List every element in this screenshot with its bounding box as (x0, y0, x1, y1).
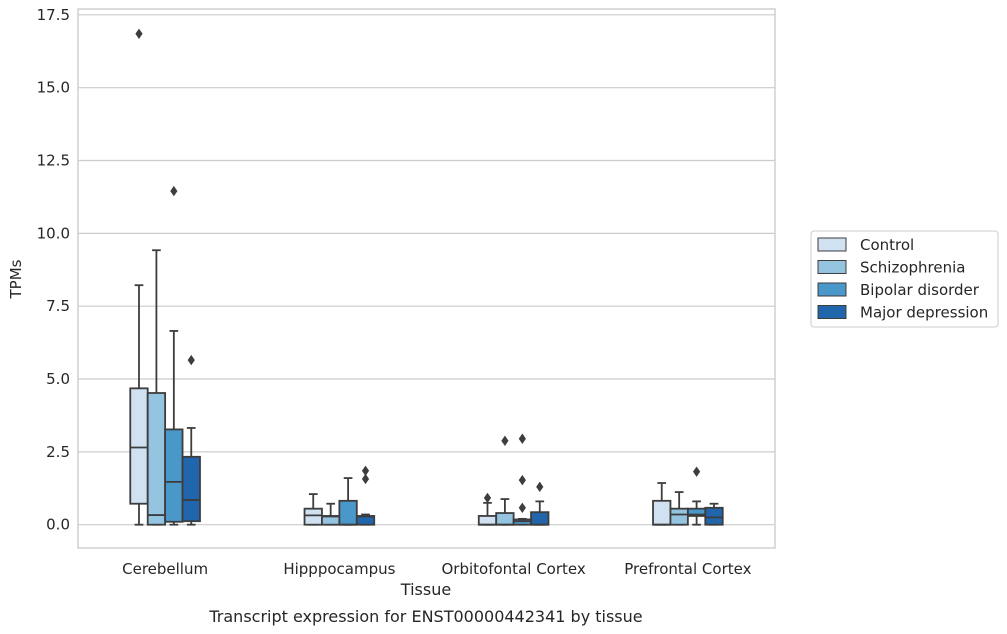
box-group (355, 465, 376, 526)
legend-frame (810, 230, 999, 328)
outlier-point (187, 354, 195, 366)
legend: Control Schizophrenia Bipolar disorder Majo… (810, 230, 999, 328)
box-group (181, 354, 201, 526)
x-tick-label: Hipppocampus (283, 560, 395, 578)
box-group (146, 249, 167, 526)
x-tick-label: Prefrontal Cortex (624, 560, 751, 578)
y-tick-label: 10.0 (37, 224, 70, 242)
boxes (129, 28, 724, 526)
box-group (669, 491, 689, 526)
box-iqr (704, 506, 724, 526)
outlier-point (135, 28, 143, 39)
y-tick-label: 5.0 (46, 370, 70, 388)
box-group (495, 435, 515, 526)
plot-frame (77, 8, 776, 549)
figure-caption: Transcript expression for ENST0000044234… (208, 607, 642, 626)
box-iqr (495, 512, 515, 526)
legend-swatch (817, 237, 847, 252)
y-tick-label: 17.5 (37, 6, 70, 24)
box-iqr (129, 387, 149, 505)
outlier-point (518, 474, 526, 486)
box-group (477, 492, 498, 526)
box-iqr (530, 511, 550, 526)
box-iqr (303, 507, 323, 526)
box-group (321, 502, 341, 526)
y-axis-label: TPMs (7, 259, 25, 299)
legend-swatch (817, 260, 847, 274)
outlier-point (170, 185, 178, 197)
legend-label: Bipolar disorder (860, 281, 980, 299)
legend-label: Control (860, 236, 914, 254)
legend-swatch (817, 305, 847, 319)
y-tick-label: 2.5 (46, 443, 70, 461)
box-iqr (652, 499, 672, 526)
gridlines (78, 14, 775, 526)
outlier-point (518, 433, 526, 444)
outlier-point (361, 465, 370, 476)
box-group (652, 482, 672, 526)
x-tick-label: Cerebellum (122, 560, 208, 578)
x-tick-label: Orbitofontal Cortex (442, 560, 586, 578)
y-tick-label: 7.5 (46, 297, 70, 315)
outlier-point (483, 492, 492, 504)
legend-swatch (817, 282, 847, 297)
box-group (338, 477, 358, 526)
x-axis-label: Tissue (400, 580, 451, 599)
y-tick-label: 15.0 (37, 79, 70, 97)
outlier-point (518, 502, 526, 513)
box-group (530, 481, 550, 526)
y-axis-ticks: 0.0 2.5 5.0 7.5 10.0 12.5 15.0 17.5 (37, 6, 70, 534)
outlier-point (501, 435, 509, 446)
outlier-point (692, 466, 701, 477)
box-group (164, 185, 184, 526)
x-axis-ticks: Cerebellum Hipppocampus Orbitofontal Corte… (122, 560, 751, 578)
box-iqr (146, 392, 167, 526)
box-iqr (181, 455, 201, 523)
outlier-point (536, 481, 544, 493)
box-group (303, 493, 323, 526)
legend-label: Major depression (860, 304, 988, 322)
box-group (129, 28, 149, 526)
box-group (512, 433, 532, 526)
legend-label: Schizophrenia (860, 259, 965, 277)
box-iqr (338, 499, 358, 526)
outlier-point (361, 473, 370, 485)
y-tick-label: 12.5 (37, 152, 70, 170)
box-group (686, 466, 707, 526)
box-iqr (477, 515, 498, 526)
box-group (704, 502, 724, 526)
y-tick-label: 0.0 (46, 516, 70, 534)
box-iqr (164, 428, 184, 523)
box-iqr (669, 507, 689, 526)
